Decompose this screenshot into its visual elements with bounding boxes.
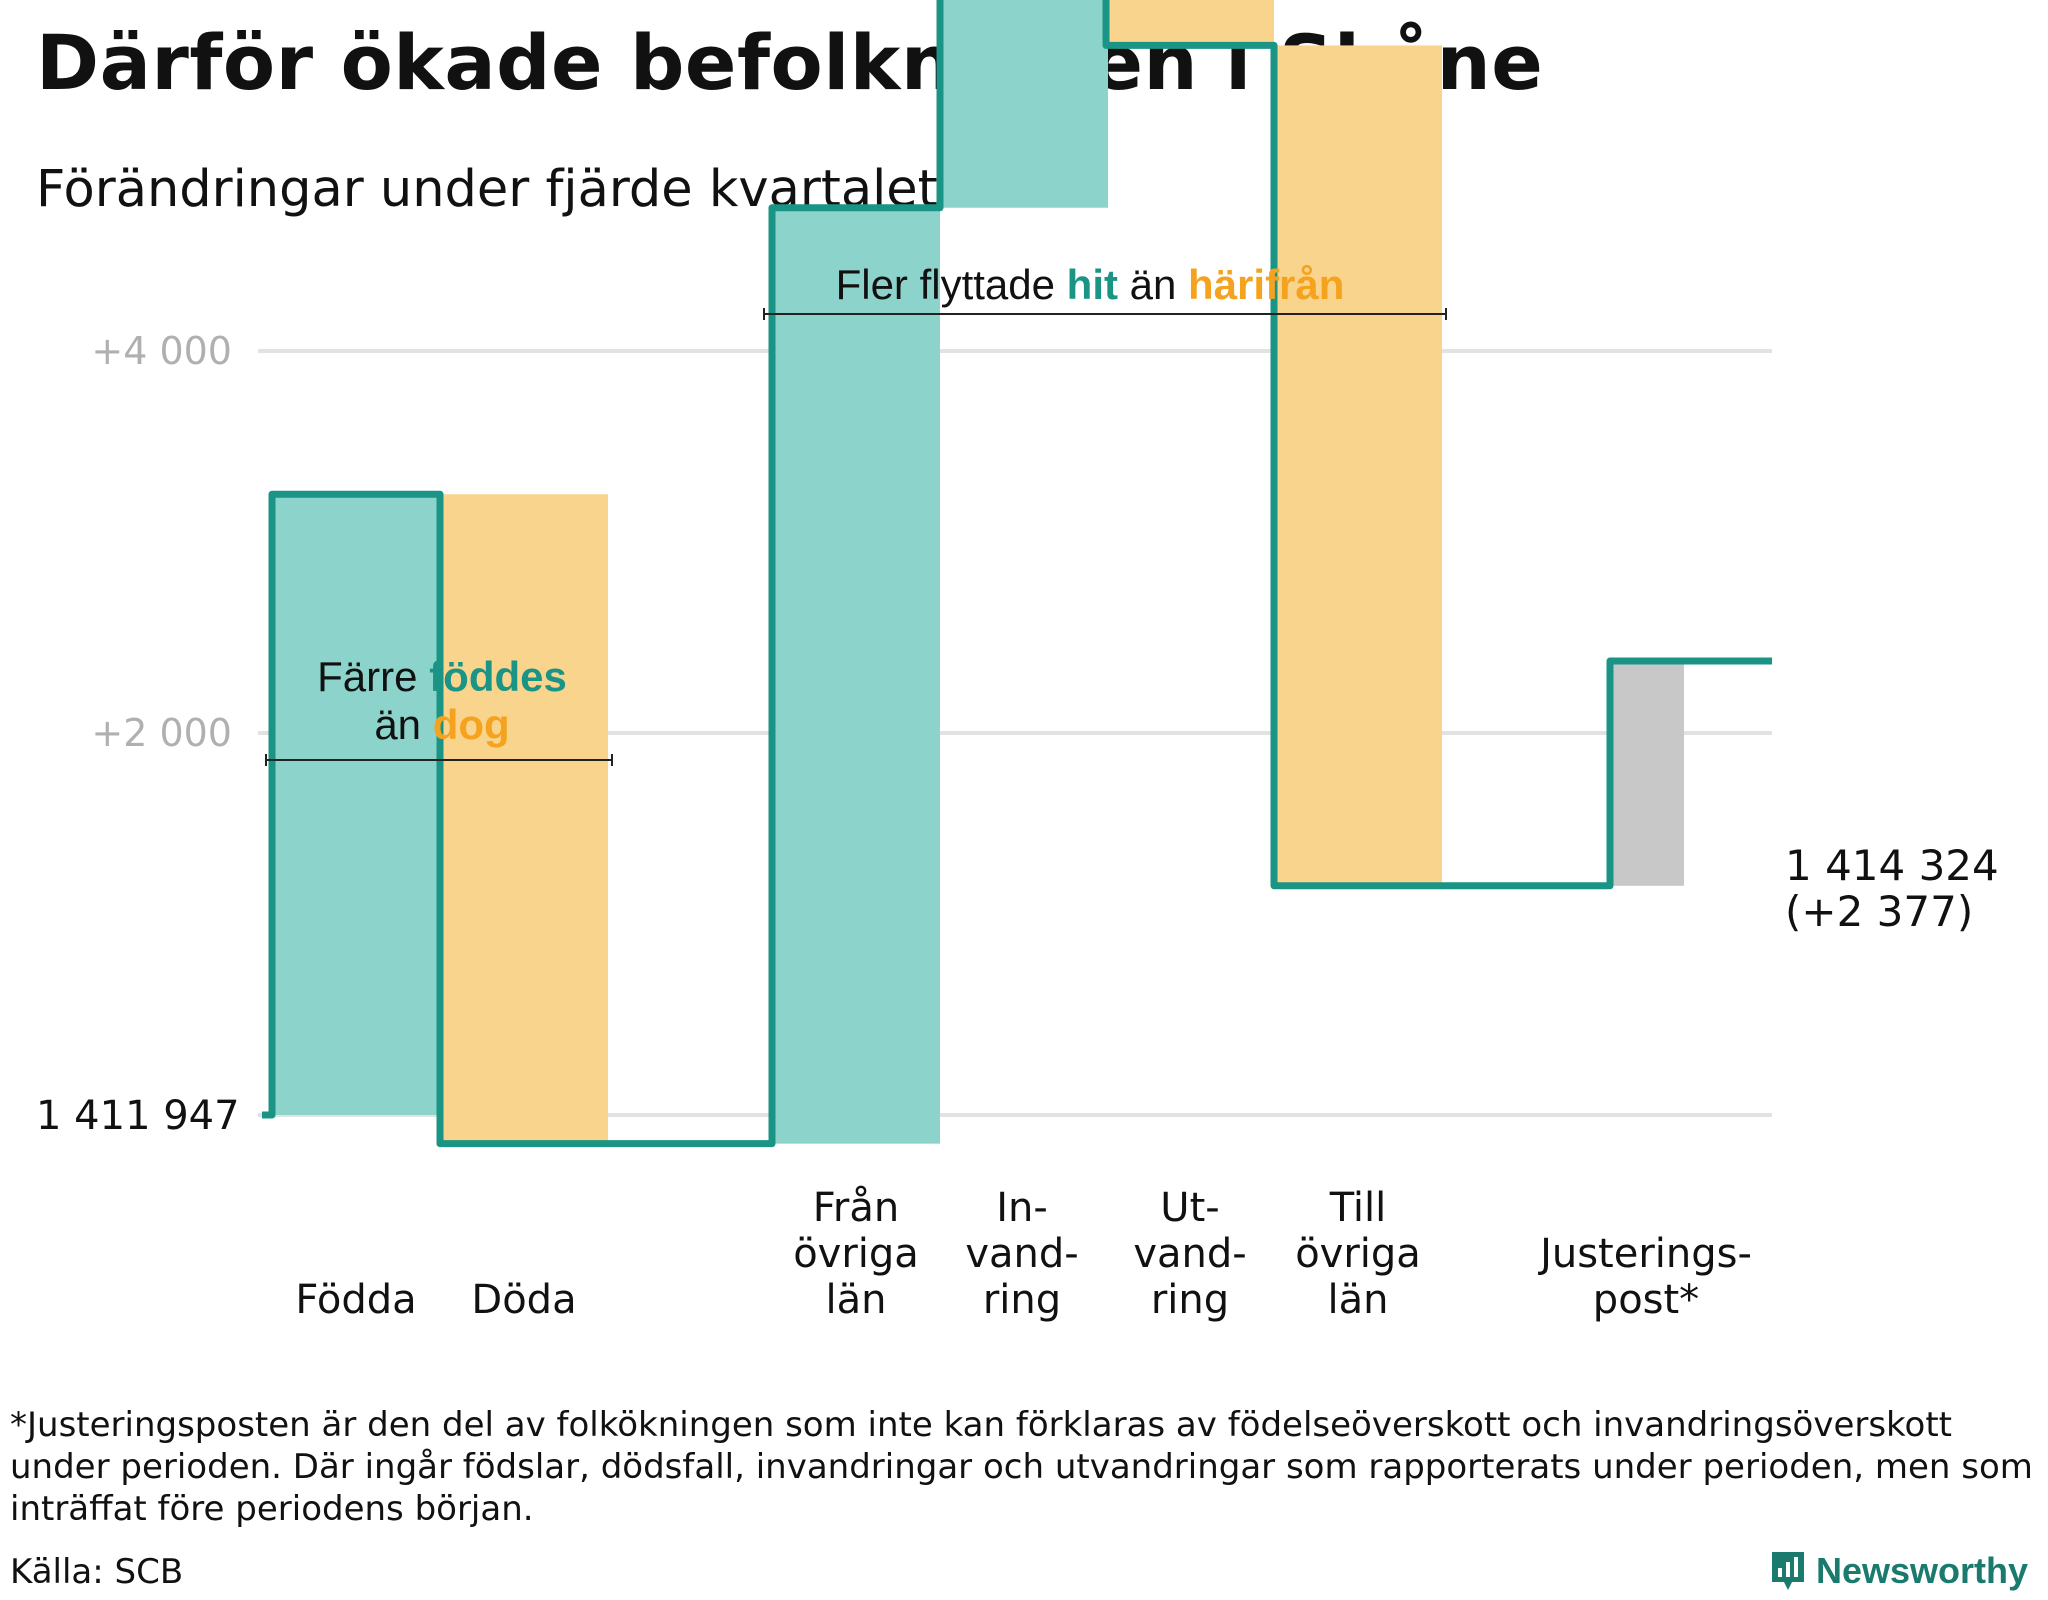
brand-logo[interactable]: Newsworthy [1768, 1548, 2028, 1594]
category-label-justeringspost: Justerings- [1537, 1231, 1752, 1277]
category-label-till-ovriga-lan: Till [1329, 1185, 1387, 1231]
annotation-birth-segment: föddes [429, 653, 567, 700]
category-label-fran-ovriga-lan: Från [813, 1185, 899, 1231]
category-label-invandring: In- [996, 1185, 1048, 1231]
end-value-label: 1 414 324 [1785, 841, 1999, 890]
bar-utvandring [1106, 0, 1274, 46]
annotation-migration-segment: hit [1067, 261, 1118, 308]
annotation-migration-segment: Fler flyttade [836, 261, 1067, 308]
bar-doda [440, 494, 608, 1144]
waterfall-chart: +2 000+4 000+6 000+8 000 FöddaDödaFrånöv… [36, 0, 1999, 1323]
bar-till-ovriga-lan [1274, 45, 1442, 886]
annotation-birth-text: Färre föddes [317, 653, 567, 700]
bar-justeringspost [1610, 660, 1684, 886]
category-label-utvandring: ring [1151, 1277, 1229, 1323]
footnote: *Justeringsposten är den del av folkökni… [10, 1405, 2033, 1529]
annotation-migration-text: Fler flyttade hit än härifrån [836, 261, 1345, 308]
annotation-birth-segment: än [374, 701, 432, 748]
annotation-birth-segment: Färre [317, 653, 429, 700]
y-tick-label: +4 000 [91, 329, 232, 373]
annotation-birth-segment: dog [433, 701, 510, 748]
annotation-migration-segment: härifrån [1188, 261, 1344, 308]
category-label-utvandring: vand- [1133, 1231, 1246, 1277]
annotation-migration-segment: än [1118, 261, 1188, 308]
labels: Födda DödaFrånövrigalänIn-vand-ringUt-van… [36, 841, 1999, 1323]
category-label-till-ovriga-lan: övriga [1295, 1231, 1421, 1277]
category-label-till-ovriga-lan: län [1328, 1277, 1389, 1323]
annotation-birth-text: än dog [374, 701, 509, 748]
newsworthy-logo-icon [1772, 1552, 1804, 1590]
category-label-invandring: vand- [965, 1231, 1078, 1277]
waterfall-step-line [262, 0, 1772, 1148]
bar-invandring [940, 0, 1108, 208]
bars [272, 0, 1684, 1144]
source-note: Källa: SCB [10, 1552, 184, 1592]
brand-name: Newsworthy [1816, 1550, 2029, 1591]
end-change-label: (+2 377) [1785, 887, 1973, 936]
bar-fodda [272, 494, 440, 1115]
category-label-doda: Döda [471, 1277, 576, 1323]
bar-fran-ovriga-lan [772, 207, 940, 1144]
category-label-utvandring: Ut- [1160, 1185, 1219, 1231]
category-label-fran-ovriga-lan: övriga [793, 1231, 919, 1277]
category-label-fodda: Födda [295, 1277, 416, 1323]
start-value-label: 1 411 947 [36, 1093, 240, 1139]
category-label-fran-ovriga-lan: län [826, 1277, 887, 1323]
category-label-justeringspost: post* [1593, 1277, 1699, 1323]
y-tick-label: +2 000 [91, 711, 232, 755]
step-line [262, 0, 1772, 1148]
category-label-invandring: ring [983, 1277, 1061, 1323]
